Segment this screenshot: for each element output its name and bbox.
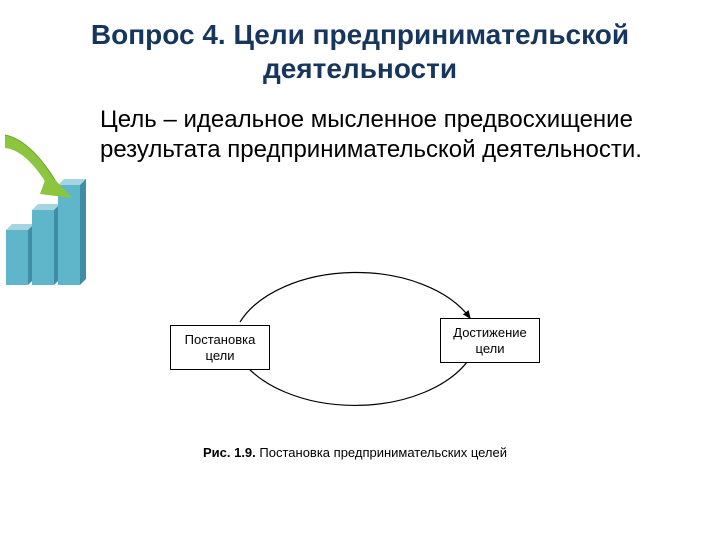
definition-text: Цель – идеальное мысленное предвосхищени… xyxy=(0,95,720,165)
goal-cycle-diagram: Постановка цели Достижение цели Рис. 1.9… xyxy=(170,230,540,460)
page-title: Вопрос 4. Цели предпринимательской деяте… xyxy=(0,0,720,95)
caption-prefix: Рис. 1.9. xyxy=(203,445,256,460)
caption-text: Постановка предпринимательских целей xyxy=(259,445,507,460)
node-goal-setting: Постановка цели xyxy=(170,325,270,370)
node-goal-achievement: Достижение цели xyxy=(440,318,540,363)
figure-caption: Рис. 1.9. Постановка предпринимательских… xyxy=(170,445,540,460)
